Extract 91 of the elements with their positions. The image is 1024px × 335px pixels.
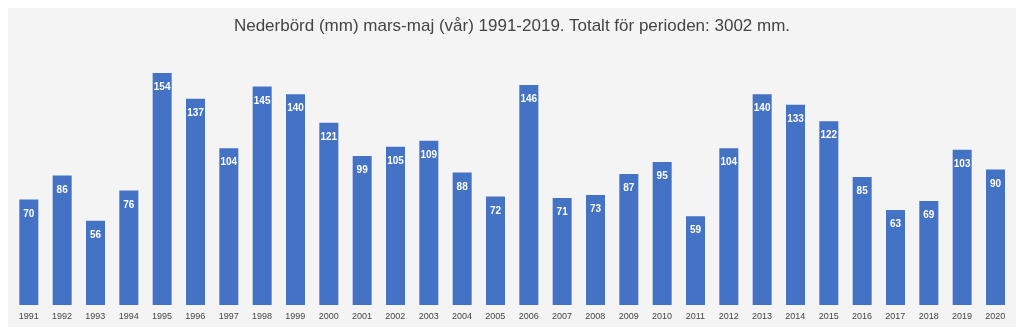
bar — [786, 104, 805, 305]
data-label: 105 — [387, 154, 405, 166]
data-label: 85 — [856, 185, 869, 197]
bar — [819, 121, 839, 305]
bar — [652, 161, 672, 305]
bar — [419, 140, 439, 305]
bar — [719, 148, 739, 305]
bar — [519, 85, 539, 305]
bar — [352, 155, 372, 305]
bar — [119, 190, 139, 305]
x-tick-label: 2001 — [351, 311, 373, 322]
data-label: 121 — [320, 130, 338, 142]
bar — [586, 195, 605, 305]
data-label: 104 — [220, 156, 238, 168]
data-label: 145 — [253, 94, 271, 106]
bar — [886, 210, 905, 305]
x-tick-label: 1994 — [118, 311, 139, 322]
data-label: 88 — [456, 180, 469, 192]
bar — [919, 201, 939, 305]
data-label: 104 — [720, 156, 738, 168]
data-label: 72 — [489, 204, 502, 216]
bar — [952, 149, 972, 305]
x-tick-label: 2004 — [451, 311, 473, 322]
chart-title: Nederbörd (mm) mars-maj (vår) 1991-2019. Totalt för perioden: 3002 mm. — [232, 15, 792, 37]
data-label: 86 — [56, 183, 69, 195]
x-tick-label: 2014 — [785, 311, 806, 322]
data-label: 95 — [656, 170, 669, 182]
bar — [619, 173, 639, 305]
bar — [19, 199, 39, 305]
x-tick-label: 2003 — [418, 311, 439, 322]
bar — [219, 148, 239, 305]
bar — [386, 146, 405, 305]
x-tick-label: 2018 — [918, 311, 939, 322]
bar — [319, 122, 339, 305]
bar — [86, 220, 105, 305]
x-tick-label: 1996 — [185, 311, 206, 322]
x-tick-label: 2013 — [751, 311, 773, 322]
bar — [552, 198, 572, 305]
x-tick-label: 1991 — [18, 311, 39, 322]
data-label: 137 — [187, 106, 205, 118]
data-label: 70 — [23, 207, 35, 219]
data-label: 56 — [89, 228, 102, 240]
data-label: 109 — [420, 148, 438, 160]
data-label: 122 — [820, 129, 838, 141]
x-tick-label: 2007 — [551, 311, 573, 322]
data-label: 76 — [123, 198, 135, 210]
bar — [286, 94, 305, 305]
x-tick-label: 1999 — [285, 311, 306, 322]
bar — [752, 94, 772, 305]
x-tick-label: 2002 — [385, 311, 406, 322]
bar — [986, 169, 1005, 305]
x-tick-label: 1998 — [251, 311, 273, 322]
data-label: 87 — [623, 182, 635, 194]
x-tick-label: 1992 — [51, 311, 73, 322]
x-tick-label: 2011 — [685, 311, 706, 322]
x-tick-label: 2020 — [985, 311, 1006, 322]
data-label: 140 — [287, 102, 305, 114]
x-tick-label: 2009 — [618, 311, 639, 322]
x-tick-label: 2019 — [951, 311, 973, 322]
bar — [52, 175, 72, 305]
data-label: 90 — [989, 177, 1002, 189]
bar — [186, 98, 205, 305]
x-tick-label: 2012 — [718, 311, 739, 322]
data-label: 154 — [153, 81, 171, 93]
data-label: 69 — [923, 209, 935, 221]
bar — [452, 172, 472, 305]
data-label: 63 — [889, 218, 902, 230]
x-tick-label: 2017 — [885, 311, 906, 322]
data-label: 146 — [520, 93, 538, 105]
x-tick-label: 2015 — [818, 311, 839, 322]
x-tick-label: 2006 — [518, 311, 539, 322]
data-label: 73 — [589, 203, 602, 215]
x-tick-label: 2005 — [485, 311, 506, 322]
bar — [252, 86, 272, 305]
x-tick-label: 2008 — [585, 311, 606, 322]
bar — [486, 196, 505, 305]
data-label: 133 — [787, 112, 805, 124]
x-tick-label: 2000 — [318, 311, 339, 322]
x-tick-label: 2016 — [851, 311, 873, 322]
data-label: 59 — [689, 224, 702, 236]
data-label: 103 — [953, 157, 971, 169]
bar — [686, 216, 705, 305]
bar — [152, 73, 172, 305]
x-tick-label: 1997 — [218, 311, 239, 322]
bar — [852, 176, 872, 305]
data-label: 140 — [753, 102, 771, 114]
x-tick-label: 2010 — [651, 311, 673, 322]
x-tick-label: 1995 — [151, 311, 173, 322]
data-label: 71 — [556, 206, 569, 218]
x-tick-label: 1993 — [85, 311, 106, 322]
data-label: 99 — [356, 163, 369, 175]
